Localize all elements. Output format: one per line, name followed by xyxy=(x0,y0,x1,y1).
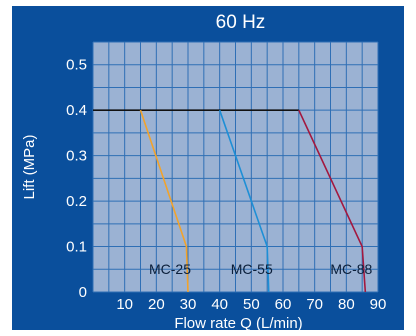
y-tick-label: 0.3 xyxy=(66,148,87,165)
y-tick-label: 0 xyxy=(79,284,87,301)
x-tick-label: 30 xyxy=(180,296,197,313)
y-tick-label: 0.5 xyxy=(66,57,87,74)
x-tick-label: 80 xyxy=(338,296,355,313)
x-tick-label: 50 xyxy=(243,296,260,313)
series-label-mc-55: MC-55 xyxy=(231,261,273,277)
x-tick-label: 20 xyxy=(148,296,165,313)
x-tick-label: 40 xyxy=(211,296,228,313)
series-label-mc-88: MC-88 xyxy=(330,261,372,277)
x-tick-label: 90 xyxy=(370,296,387,313)
x-axis-label: Flow rate Q (L/min) xyxy=(174,315,302,332)
y-tick-label: 0.1 xyxy=(66,239,87,256)
series-line-mc-88 xyxy=(298,109,367,293)
y-tick-label: 0.4 xyxy=(66,102,87,119)
x-tick-label: 10 xyxy=(116,296,133,313)
x-tick-label: 70 xyxy=(306,296,323,313)
y-axis-label: Lift (MPa) xyxy=(21,134,38,199)
chart-title: 60 Hz xyxy=(216,12,266,33)
y-tick-label: 0.2 xyxy=(66,193,87,210)
series-line-mc-55 xyxy=(218,109,270,293)
x-tick-label: 60 xyxy=(275,296,292,313)
series-label-mc-25: MC-25 xyxy=(149,261,191,277)
series-line-mc-25 xyxy=(139,109,189,293)
